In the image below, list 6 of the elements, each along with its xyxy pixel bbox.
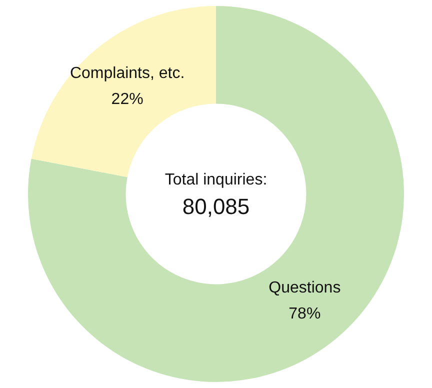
text: Total inquiries:: [164, 171, 268, 188]
data-label: 78%: [288, 306, 321, 323]
slice-label: Complaints, etc.: [70, 65, 185, 82]
slice-label: Questions: [268, 280, 341, 297]
data-label: 22%: [111, 91, 144, 108]
text: 80,085: [182, 194, 250, 220]
